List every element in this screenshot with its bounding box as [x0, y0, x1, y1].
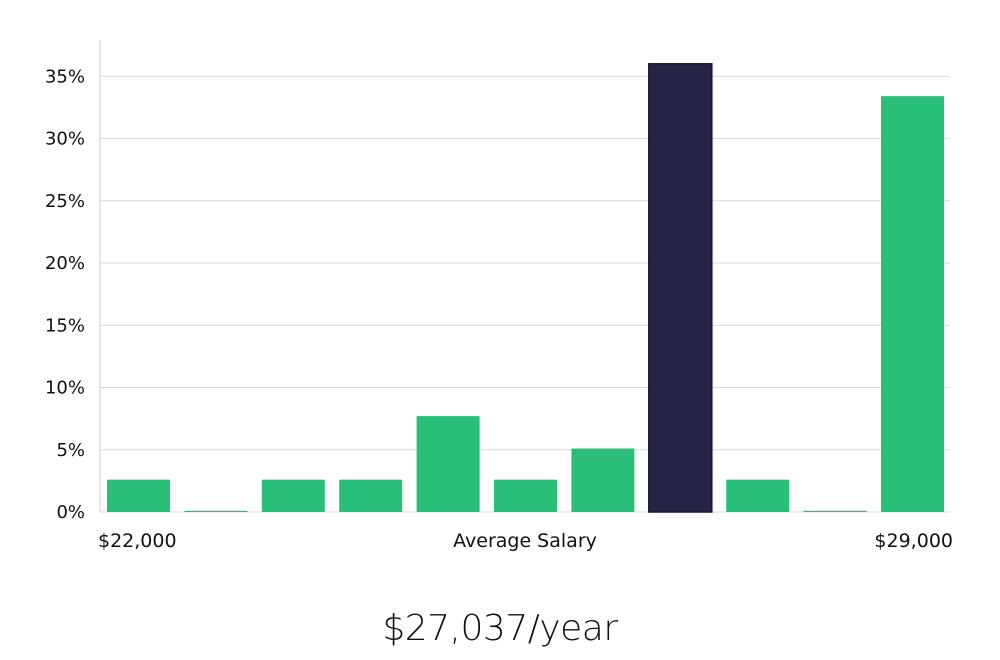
y-tick-label: 15% [45, 315, 85, 336]
x-min-label: $22,000 [98, 530, 177, 552]
y-tick-label: 25% [45, 191, 85, 212]
bar [107, 479, 170, 512]
bar [571, 448, 635, 512]
bar [184, 510, 248, 512]
y-tick-label: 10% [45, 378, 85, 399]
bar [261, 479, 325, 512]
bar [416, 416, 480, 512]
bar [881, 96, 944, 513]
bar [803, 510, 867, 512]
gridlines [100, 75, 950, 513]
y-tick-label: 35% [45, 66, 85, 87]
y-tick-labels: 0% 5% 10% 15% 20% 25% 30% 35% [45, 66, 85, 523]
highlighted-bar [648, 63, 713, 513]
y-tick-label: 20% [45, 253, 85, 274]
bar [494, 479, 557, 512]
x-max-label: $29,000 [874, 530, 953, 552]
bars [107, 63, 944, 513]
bar [726, 479, 790, 512]
y-tick-label: 5% [56, 440, 85, 461]
y-tick-label: 0% [56, 502, 85, 523]
x-axis-title: Average Salary [453, 530, 597, 552]
bar [339, 479, 403, 512]
y-tick-label: 30% [45, 129, 85, 150]
salary-histogram: 0% 5% 10% 15% 20% 25% 30% 35% $22,000 Average S… [45, 40, 953, 552]
average-salary-value: $27,037/year [382, 608, 618, 649]
